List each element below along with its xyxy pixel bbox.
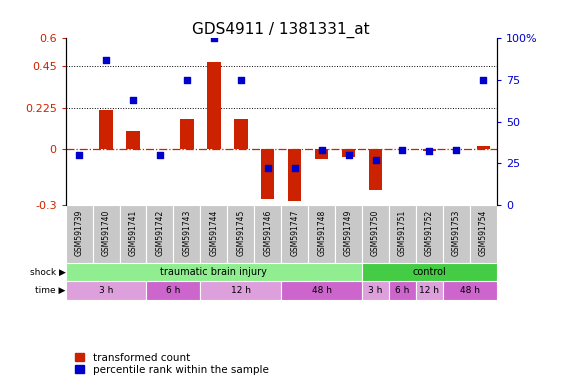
- Text: GSM591739: GSM591739: [75, 209, 83, 256]
- FancyBboxPatch shape: [443, 205, 470, 263]
- Point: [452, 147, 461, 153]
- Point: [236, 77, 246, 83]
- FancyBboxPatch shape: [389, 205, 416, 263]
- Bar: [369, 149, 382, 190]
- Text: 6 h: 6 h: [395, 286, 409, 295]
- Text: 3 h: 3 h: [99, 286, 113, 295]
- Point: [371, 157, 380, 163]
- Text: traumatic brain injury: traumatic brain injury: [160, 267, 267, 277]
- FancyBboxPatch shape: [200, 205, 227, 263]
- Bar: [342, 149, 355, 157]
- Point: [128, 97, 138, 103]
- Legend: transformed count, percentile rank within the sample: transformed count, percentile rank withi…: [71, 348, 273, 379]
- Title: GDS4911 / 1381331_at: GDS4911 / 1381331_at: [192, 22, 370, 38]
- Text: GSM591751: GSM591751: [398, 209, 407, 256]
- Point: [75, 152, 84, 158]
- FancyBboxPatch shape: [93, 205, 119, 263]
- Text: GSM591742: GSM591742: [155, 209, 164, 256]
- Bar: [126, 131, 140, 149]
- Text: GSM591750: GSM591750: [371, 209, 380, 256]
- Text: GSM591747: GSM591747: [290, 209, 299, 256]
- Bar: [207, 63, 220, 149]
- FancyBboxPatch shape: [362, 281, 389, 300]
- FancyBboxPatch shape: [362, 205, 389, 263]
- Point: [210, 35, 219, 41]
- Point: [344, 152, 353, 158]
- Text: 6 h: 6 h: [166, 286, 180, 295]
- Bar: [180, 119, 194, 149]
- Bar: [477, 146, 490, 149]
- FancyBboxPatch shape: [66, 205, 93, 263]
- Text: GSM591746: GSM591746: [263, 209, 272, 256]
- Point: [317, 147, 326, 153]
- FancyBboxPatch shape: [174, 205, 200, 263]
- Text: GSM591740: GSM591740: [102, 209, 111, 256]
- Text: control: control: [412, 267, 447, 277]
- Text: shock ▶: shock ▶: [30, 268, 66, 276]
- Point: [155, 152, 164, 158]
- Bar: [234, 119, 248, 149]
- Text: 48 h: 48 h: [312, 286, 332, 295]
- FancyBboxPatch shape: [335, 205, 362, 263]
- FancyBboxPatch shape: [443, 281, 497, 300]
- FancyBboxPatch shape: [227, 205, 254, 263]
- Text: GSM591752: GSM591752: [425, 209, 434, 256]
- FancyBboxPatch shape: [389, 281, 416, 300]
- FancyBboxPatch shape: [66, 263, 362, 281]
- Text: GSM591741: GSM591741: [128, 209, 138, 256]
- FancyBboxPatch shape: [200, 281, 281, 300]
- FancyBboxPatch shape: [119, 205, 147, 263]
- Text: GSM591748: GSM591748: [317, 209, 326, 256]
- Bar: [261, 149, 275, 199]
- Point: [398, 147, 407, 153]
- FancyBboxPatch shape: [281, 205, 308, 263]
- Bar: [99, 111, 113, 149]
- FancyBboxPatch shape: [147, 205, 174, 263]
- Point: [263, 165, 272, 171]
- Point: [478, 77, 488, 83]
- Text: GSM591743: GSM591743: [182, 209, 191, 256]
- Text: 48 h: 48 h: [460, 286, 480, 295]
- FancyBboxPatch shape: [254, 205, 281, 263]
- Text: GSM591744: GSM591744: [210, 209, 218, 256]
- Text: GSM591745: GSM591745: [236, 209, 246, 256]
- Point: [425, 149, 434, 155]
- Text: 12 h: 12 h: [231, 286, 251, 295]
- Text: GSM591754: GSM591754: [479, 209, 488, 256]
- FancyBboxPatch shape: [281, 281, 362, 300]
- FancyBboxPatch shape: [308, 205, 335, 263]
- Text: GSM591753: GSM591753: [452, 209, 461, 256]
- Text: time ▶: time ▶: [35, 286, 66, 295]
- Bar: [315, 149, 328, 159]
- Text: GSM591749: GSM591749: [344, 209, 353, 256]
- Text: 3 h: 3 h: [368, 286, 383, 295]
- FancyBboxPatch shape: [470, 205, 497, 263]
- FancyBboxPatch shape: [147, 281, 200, 300]
- Point: [102, 57, 111, 63]
- Point: [182, 77, 191, 83]
- FancyBboxPatch shape: [416, 281, 443, 300]
- Text: 12 h: 12 h: [420, 286, 440, 295]
- FancyBboxPatch shape: [66, 281, 147, 300]
- FancyBboxPatch shape: [416, 205, 443, 263]
- Point: [290, 165, 299, 171]
- FancyBboxPatch shape: [362, 263, 497, 281]
- Bar: [288, 149, 301, 201]
- Bar: [423, 149, 436, 151]
